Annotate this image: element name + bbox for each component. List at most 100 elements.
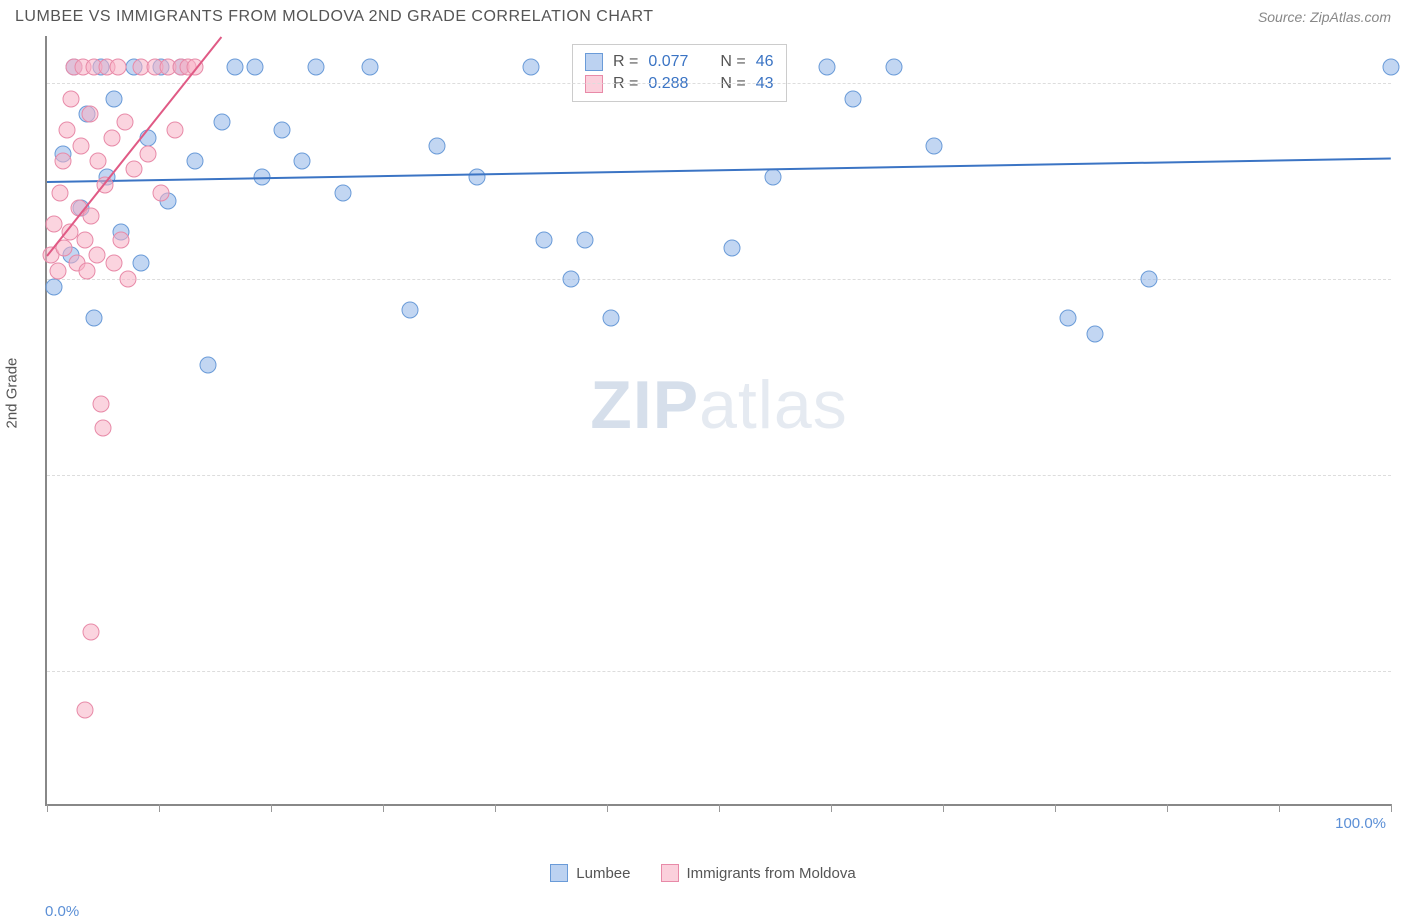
data-point [76,701,93,718]
legend-item: Lumbee [550,864,630,882]
data-point [45,216,62,233]
data-point [926,137,943,154]
data-point [1141,270,1158,287]
data-point [334,184,351,201]
chart-title: LUMBEE VS IMMIGRANTS FROM MOLDOVA 2ND GR… [15,8,654,26]
data-point [116,114,133,131]
data-point [563,270,580,287]
data-point [119,270,136,287]
data-point [885,59,902,76]
y-axis-label: 2nd Grade [4,358,21,429]
data-point [59,122,76,139]
data-point [153,184,170,201]
data-point [818,59,835,76]
data-point [139,145,156,162]
data-point [274,122,291,139]
data-point [724,239,741,256]
data-point [76,231,93,248]
data-point [469,169,486,186]
y-tick-label: 97.5% [1396,270,1406,287]
legend-item: Immigrants from Moldova [661,864,856,882]
data-point [83,623,100,640]
data-point [63,90,80,107]
r-value: 0.077 [648,53,688,71]
data-point [227,59,244,76]
data-point [133,255,150,272]
stats-box: R =0.077N =46R =0.288N =43 [572,44,787,102]
gridline-h [47,475,1391,476]
x-tick-min: 0.0% [45,903,79,920]
legend-label: Immigrants from Moldova [687,865,856,882]
data-point [95,419,112,436]
data-point [126,161,143,178]
data-point [92,396,109,413]
n-value: 46 [756,53,774,71]
y-tick-label: 100.0% [1396,75,1406,92]
data-point [845,90,862,107]
data-point [361,59,378,76]
x-tick-mark [383,804,384,812]
source-label: Source: ZipAtlas.com [1258,9,1391,25]
data-point [82,106,99,123]
swatch-blue [585,53,603,71]
n-label: N = [720,53,745,71]
data-point [79,263,96,280]
data-point [110,59,127,76]
gridline-h [47,671,1391,672]
data-point [764,169,781,186]
legend-label: Lumbee [576,865,630,882]
data-point [106,255,123,272]
x-tick-mark [831,804,832,812]
data-point [247,59,264,76]
x-tick-mark [607,804,608,812]
x-tick-max: 100.0% [1316,815,1386,832]
x-tick-mark [271,804,272,812]
data-point [106,90,123,107]
data-point [166,122,183,139]
legend: Lumbee Immigrants from Moldova [0,864,1406,882]
data-point [112,231,129,248]
x-tick-mark [495,804,496,812]
x-tick-mark [159,804,160,812]
data-point [88,247,105,264]
x-tick-mark [719,804,720,812]
data-point [86,310,103,327]
gridline-h [47,279,1391,280]
x-tick-mark [1391,804,1392,812]
data-point [294,153,311,170]
watermark: ZIPatlas [590,366,847,444]
x-tick-mark [47,804,48,812]
scatter-chart: ZIPatlas R =0.077N =46R =0.288N =43 92.5… [45,36,1391,806]
data-point [52,184,69,201]
data-point [213,114,230,131]
swatch-blue [550,864,568,882]
x-tick-mark [1167,804,1168,812]
data-point [49,263,66,280]
data-point [200,357,217,374]
x-tick-mark [943,804,944,812]
data-point [103,129,120,146]
data-point [428,137,445,154]
data-point [90,153,107,170]
swatch-pink [661,864,679,882]
data-point [55,153,72,170]
data-point [1087,325,1104,342]
data-point [1383,59,1400,76]
data-point [1060,310,1077,327]
gridline-h [47,83,1391,84]
data-point [522,59,539,76]
x-tick-mark [1279,804,1280,812]
data-point [603,310,620,327]
data-point [401,302,418,319]
r-label: R = [613,53,638,71]
y-tick-label: 92.5% [1396,662,1406,679]
data-point [536,231,553,248]
data-point [576,231,593,248]
stats-row: R = 0.077 N = 46 [585,51,774,73]
data-point [307,59,324,76]
data-point [186,153,203,170]
data-point [83,208,100,225]
trend-line [47,157,1391,183]
y-tick-label: 95.0% [1396,466,1406,483]
x-tick-mark [1055,804,1056,812]
